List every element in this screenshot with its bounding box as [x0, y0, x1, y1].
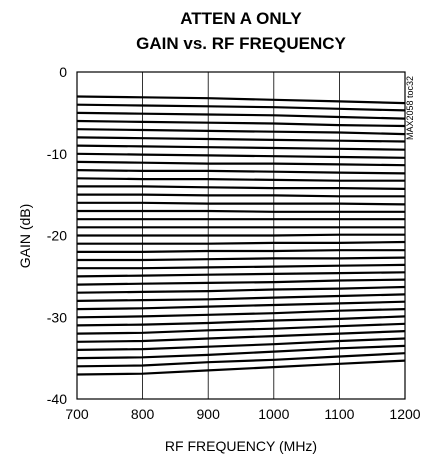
series-line-4 — [76, 119, 406, 128]
x-tick-label: 1100 — [324, 406, 354, 422]
series-line-8 — [76, 152, 406, 159]
series-line-9 — [76, 160, 406, 167]
series-line-29 — [76, 315, 406, 327]
y-tick-label: -20 — [47, 228, 67, 244]
series-line-10 — [76, 169, 406, 175]
series-line-25 — [76, 285, 406, 294]
series-line-15 — [77, 209, 405, 213]
chart-title-line-1: ATTEN A ONLY — [180, 9, 302, 28]
series-line-30 — [76, 322, 406, 335]
series-line-21 — [77, 256, 406, 262]
series-line-27 — [76, 300, 406, 311]
series-line-11 — [76, 177, 405, 182]
series-line-24 — [76, 278, 406, 286]
x-tick-label: 800 — [131, 406, 155, 422]
y-tick-label: -30 — [47, 309, 67, 325]
series-line-7 — [76, 144, 406, 151]
x-axis-label: RF FREQUENCY (MHz) — [165, 438, 317, 454]
y-tick-labels: 0 -10 -20 -30 -40 — [47, 64, 67, 407]
x-tick-label: 1000 — [258, 406, 289, 422]
series-line-2 — [76, 103, 406, 112]
y-tick-label: -10 — [47, 146, 67, 162]
series-line-35 — [76, 359, 406, 376]
series-line-26 — [76, 293, 406, 302]
series-line-14 — [77, 201, 406, 206]
y-tick-label: -40 — [47, 391, 67, 407]
series-line-5 — [76, 128, 406, 136]
series-line-19 — [77, 240, 406, 245]
plot-area — [76, 71, 406, 400]
series-line-18 — [77, 233, 405, 237]
x-tick-labels: 700 800 900 1000 1100 1200 — [65, 406, 420, 422]
series-line-23 — [76, 271, 406, 278]
series-line-32 — [76, 337, 406, 351]
x-tick-label: 900 — [197, 406, 221, 422]
y-axis-label: GAIN (dB) — [17, 204, 33, 269]
chart-title-line-2: GAIN vs. RF FREQUENCY — [136, 34, 346, 53]
y-tick-label: 0 — [59, 64, 67, 80]
figure-id-watermark: MAX2058 toc32 — [405, 76, 415, 140]
series-line-1 — [76, 95, 406, 105]
x-tick-label: 1200 — [389, 406, 420, 422]
series-line-20 — [77, 249, 405, 253]
series-line-28 — [76, 308, 406, 319]
series-lines — [76, 95, 406, 376]
series-line-34 — [76, 352, 406, 368]
series-line-3 — [76, 111, 406, 120]
series-line-6 — [76, 136, 406, 143]
x-tick-label: 700 — [65, 406, 89, 422]
series-line-12 — [77, 185, 406, 190]
series-line-33 — [76, 344, 406, 360]
series-line-13 — [77, 193, 405, 198]
series-line-22 — [77, 263, 406, 270]
series-line-31 — [76, 330, 406, 343]
